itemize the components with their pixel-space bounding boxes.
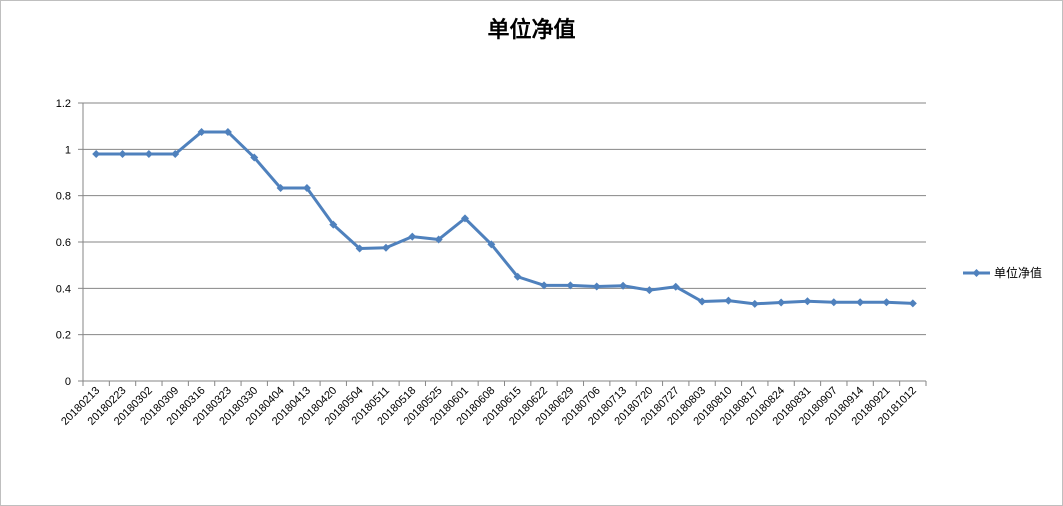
data-point bbox=[460, 214, 469, 223]
y-tick-label: 0 bbox=[65, 376, 71, 388]
data-point bbox=[829, 298, 838, 307]
data-point bbox=[408, 232, 417, 241]
data-point bbox=[276, 184, 285, 193]
data-point bbox=[540, 281, 549, 290]
data-point bbox=[144, 149, 153, 158]
data-point bbox=[381, 243, 390, 252]
data-point bbox=[513, 272, 522, 281]
data-point bbox=[434, 235, 443, 244]
data-point bbox=[619, 281, 628, 290]
data-point bbox=[645, 286, 654, 295]
data-point bbox=[908, 299, 917, 308]
data-point bbox=[302, 184, 311, 193]
y-tick-label: 0.8 bbox=[56, 191, 71, 203]
y-tick-label: 0.6 bbox=[56, 237, 71, 249]
legend: 单位净值 bbox=[963, 265, 1042, 280]
y-axis-ticks: 0 0.2 0.4 0.6 0.8 1 1.2 bbox=[56, 98, 83, 388]
data-point bbox=[777, 298, 786, 307]
data-point bbox=[856, 298, 865, 307]
x-axis-ticks: 2018021320180223201803022018030920180316… bbox=[59, 381, 927, 428]
data-point bbox=[803, 297, 812, 306]
data-point bbox=[487, 240, 496, 249]
series-group bbox=[92, 127, 917, 308]
data-point bbox=[671, 282, 680, 291]
data-point bbox=[355, 244, 364, 253]
data-point bbox=[197, 127, 206, 136]
data-point bbox=[698, 297, 707, 306]
data-point bbox=[724, 296, 733, 305]
chart-title: 单位净值 bbox=[487, 18, 576, 43]
legend-label: 单位净值 bbox=[994, 265, 1042, 280]
data-point bbox=[750, 299, 759, 308]
data-point bbox=[118, 149, 127, 158]
data-point bbox=[592, 282, 601, 291]
data-point bbox=[882, 298, 891, 307]
y-tick-label: 0.2 bbox=[56, 330, 71, 342]
data-point bbox=[250, 153, 259, 162]
data-point bbox=[171, 149, 180, 158]
y-tick-label: 0.4 bbox=[56, 283, 71, 295]
data-point bbox=[92, 149, 101, 158]
data-point bbox=[566, 281, 575, 290]
y-tick-label: 1.2 bbox=[56, 98, 71, 110]
data-point bbox=[329, 220, 338, 229]
data-point bbox=[223, 127, 232, 136]
y-tick-label: 1 bbox=[65, 144, 71, 156]
series-line bbox=[96, 130, 913, 306]
gridlines bbox=[83, 102, 926, 382]
legend-marker bbox=[972, 269, 981, 277]
